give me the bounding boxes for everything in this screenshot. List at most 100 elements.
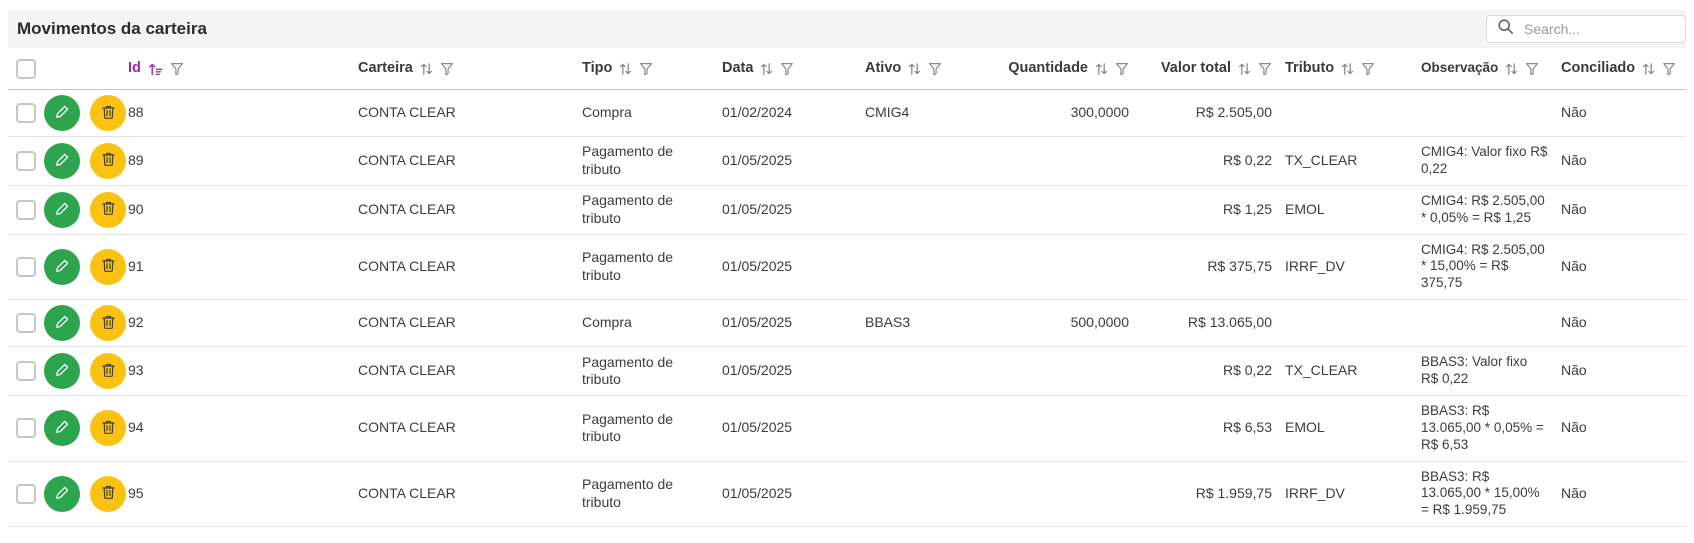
sort-updown-icon[interactable] [1642,62,1655,76]
sort-updown-icon[interactable] [1341,62,1354,76]
edit-button[interactable] [44,305,80,342]
row-checkbox[interactable] [16,199,36,220]
sort-updown-icon[interactable] [420,62,433,76]
filter-funnel-icon[interactable] [440,62,454,76]
row-checkbox[interactable] [16,361,36,381]
filter-funnel-icon[interactable] [1525,62,1539,76]
pencil-icon [54,418,71,438]
column-header-id[interactable]: Id [128,59,358,77]
cell-valor-total: R$ 6,53 [1222,419,1272,436]
row-checkbox[interactable] [16,256,36,277]
column-label: Observação [1421,60,1499,76]
delete-button[interactable] [90,353,126,389]
cell-valor-total: R$ 375,75 [1207,258,1272,275]
row-checkbox[interactable] [16,483,36,504]
column-header-tributo[interactable]: Tributo [1280,59,1416,77]
row-checkbox[interactable] [16,150,36,171]
delete-button[interactable] [90,95,126,131]
filter-funnel-icon[interactable] [170,62,184,76]
row-actions [44,410,128,447]
sort-updown-icon[interactable] [1505,62,1518,76]
edit-button[interactable] [44,95,80,131]
pencil-icon [54,361,71,381]
filter-funnel-icon[interactable] [1115,62,1129,76]
edit-button[interactable] [44,475,80,512]
column-header-quantidade[interactable]: Quantidade [978,59,1137,77]
delete-button[interactable] [90,410,126,447]
search-input[interactable] [1522,20,1675,38]
cell-tributo: EMOL [1285,200,1325,217]
filter-funnel-icon[interactable] [1361,62,1375,76]
pencil-icon [54,200,71,220]
cell-ativo: CMIG4 [865,104,910,121]
cell-tributo: TX_CLEAR [1285,362,1358,379]
row-actions [44,305,128,342]
trash-icon [101,257,116,276]
column-header-data[interactable]: Data [722,59,865,77]
filter-funnel-icon[interactable] [1258,62,1272,76]
table-row: 94 CONTA CLEAR Pagamento de tributo 01/0… [8,396,1686,462]
trash-icon [101,151,116,170]
cell-observacao: BBAS3: R$ 13.065,00 * 15,00% = R$ 1.959,… [1421,468,1540,518]
delete-button[interactable] [90,305,126,342]
search-box[interactable] [1486,15,1686,43]
filter-funnel-icon[interactable] [928,62,942,76]
row-checkbox-cell [8,103,44,123]
cell-conciliado: Não [1561,419,1587,436]
column-label: Carteira [358,60,413,77]
row-checkbox[interactable] [16,103,36,123]
column-header-observacao[interactable]: Observação [1416,53,1556,84]
cell-tipo: Pagamento de tributo [582,476,674,510]
edit-button[interactable] [44,142,80,179]
row-actions [44,191,128,228]
cell-data: 01/05/2025 [722,362,793,379]
delete-button[interactable] [90,142,126,179]
cell-quantidade: 300,0000 [1070,104,1129,121]
cell-id: 88 [128,104,144,121]
table-row: 95 CONTA CLEAR Pagamento de tributo 01/0… [8,462,1686,528]
cell-carteira: CONTA CLEAR [358,419,456,436]
column-header-carteira[interactable]: Carteira [358,59,582,77]
search-icon [1497,18,1514,40]
delete-button[interactable] [90,475,126,512]
table-row: 88 CONTA CLEAR Compra 01/02/2024 CMIG4 3… [8,90,1686,137]
row-checkbox[interactable] [16,313,36,334]
row-checkbox[interactable] [16,418,36,439]
edit-button[interactable] [44,248,80,285]
row-actions [44,353,128,389]
column-header-ativo[interactable]: Ativo [865,59,978,77]
edit-button[interactable] [44,410,80,447]
sort-updown-icon[interactable] [1238,62,1251,76]
edit-button[interactable] [44,191,80,228]
edit-button[interactable] [44,353,80,389]
row-actions [44,248,128,285]
column-header-conciliado[interactable]: Conciliado [1556,59,1686,77]
row-actions [44,475,128,512]
column-label: Tipo [582,60,613,77]
cell-valor-total: R$ 0,22 [1222,362,1272,379]
row-checkbox-cell [8,150,44,171]
column-header-valor-total[interactable]: Valor total [1137,59,1280,77]
delete-button[interactable] [90,248,126,285]
sort-updown-icon[interactable] [1095,62,1108,76]
delete-button[interactable] [90,191,126,228]
filter-funnel-icon[interactable] [1662,62,1676,76]
cell-quantidade: 500,0000 [1070,314,1129,331]
row-checkbox-cell [8,199,44,220]
trash-icon [101,314,116,333]
sort-ascending-icon[interactable] [148,62,163,76]
filter-funnel-icon[interactable] [639,62,653,76]
sort-updown-icon[interactable] [619,62,632,76]
cell-id: 92 [128,314,144,331]
page-title: Movimentos da carteira [17,19,207,38]
column-header-tipo[interactable]: Tipo [582,59,722,77]
sort-updown-icon[interactable] [760,62,773,76]
cell-tributo: TX_CLEAR [1285,152,1358,169]
cell-tipo: Pagamento de tributo [582,353,674,388]
sort-updown-icon[interactable] [908,62,921,76]
cell-tributo: IRRF_DV [1285,258,1345,275]
select-all-checkbox[interactable] [16,58,36,79]
filter-funnel-icon[interactable] [780,62,794,76]
trash-icon [101,362,116,381]
